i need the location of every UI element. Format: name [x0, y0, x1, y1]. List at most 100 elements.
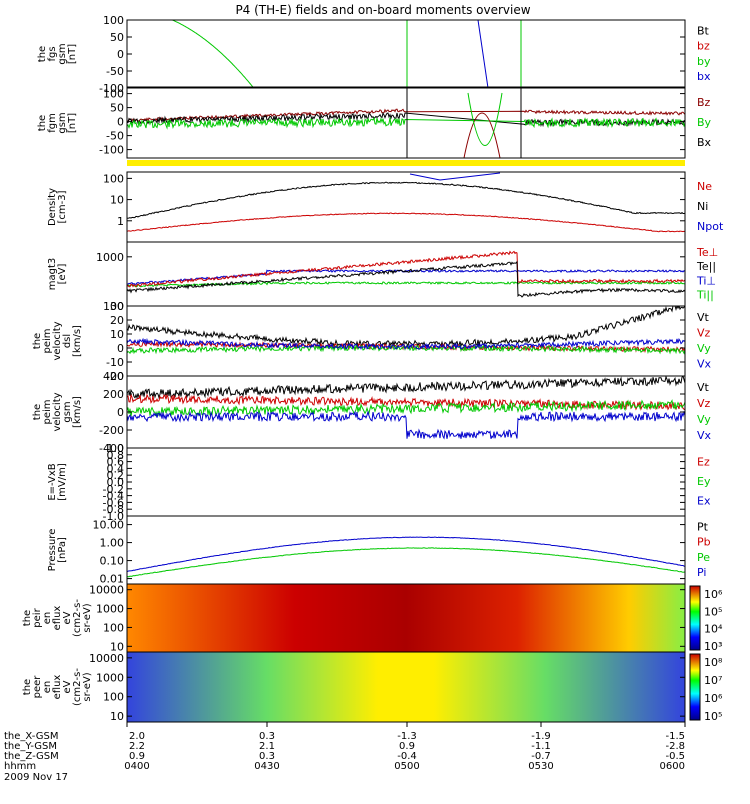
peir-colorbar-label: 10⁵: [704, 605, 722, 618]
fgs-legend-0: Bt: [697, 25, 710, 38]
fgs-plot-area: [127, 20, 685, 88]
peim-ylabel: peim: [42, 328, 53, 353]
orbit-row-value: 0430: [254, 761, 279, 772]
peim-vt-trace: [127, 306, 685, 348]
efield-ytick-label: 0.0: [107, 476, 125, 489]
pressure-ytick-label: 1.00: [100, 537, 125, 550]
pressure-ytick-label: 10.00: [93, 519, 125, 532]
temp-ti-perp-trace: [127, 269, 685, 285]
peim-legend-3: Vx: [697, 358, 712, 371]
orbit-row-value: -1.3: [397, 731, 417, 742]
orbit-row-value: 0.9: [129, 751, 145, 762]
fgm-bz-arc: [463, 112, 501, 158]
efield-ytick-label: 0.2: [107, 469, 125, 482]
fgm-ylabel: the: [37, 115, 48, 131]
fgm-ytick-label: 50: [110, 102, 124, 115]
fgs-ytick-label: -50: [106, 65, 124, 78]
fgm-legend-0: Bz: [697, 96, 711, 109]
density-ytick-label: 100: [103, 172, 124, 185]
orbit-row-value: 0.9: [399, 741, 415, 752]
density-ylabel: Density: [47, 188, 58, 226]
fgs-ytick-label: 0: [117, 48, 124, 61]
fgs-legend-3: bx: [697, 70, 711, 83]
orbit-row-value: 0.3: [259, 731, 275, 742]
peer-ylabel: the: [22, 679, 33, 695]
panel-peem: 400 200 0 -200 -400 the peim velocity gsm [km/s] V…: [32, 370, 712, 455]
peim-vy-trace: [127, 343, 685, 355]
efield-legend-1: Ey: [697, 475, 711, 488]
efield-ytick-label: 0.6: [107, 456, 125, 469]
panel-efield: 1.00.80.60.40.20.0-0.2-0.4-0.6-0.8-1.0 E=…: [47, 442, 711, 523]
pressure-ytick-label: 0.01: [100, 573, 125, 586]
peem-vx-trace: [127, 410, 685, 440]
peir-ylabel: peir: [32, 607, 43, 627]
temp-legend-1: Te||: [696, 260, 716, 273]
peer-ylabel: sr-eV): [82, 672, 93, 701]
peem-legend-3: Vx: [697, 429, 712, 442]
peer-ylabel: peer: [32, 675, 43, 699]
fgm-ytick-label: 100: [103, 88, 124, 101]
temp-legend-2: Ti⊥: [696, 274, 716, 287]
efield-ytick-label: 1.0: [107, 442, 125, 455]
orbit-row-value: -1.1: [531, 741, 551, 752]
peim-ytick-label: 10: [110, 328, 124, 341]
pressure-ylabel: Pressure: [47, 529, 58, 572]
peir-spectrogram: [127, 584, 685, 652]
orbit-row-label: the_X-GSM: [4, 731, 58, 742]
peim-ylabel: dsl: [62, 334, 73, 348]
peir-colorbar-label: 10³: [704, 640, 722, 653]
efield-ylabel: E=-VxB: [47, 463, 58, 500]
pressure-ylabel: [nPa]: [57, 537, 68, 563]
orbit-row-value: -0.7: [531, 751, 551, 762]
pressure-pe-trace: [127, 547, 685, 578]
temp-ylabel: magt3: [47, 258, 58, 291]
fgm-bz-trace: [127, 108, 685, 123]
fgm-by-trace: [127, 116, 685, 130]
density-npot-trace: [409, 172, 501, 181]
peir-ylabel: eV: [62, 611, 73, 624]
temp-ytick-label: 100: [103, 300, 124, 313]
fgs-ylabel: gsm: [57, 43, 68, 64]
mode-status-bar: [127, 160, 685, 166]
peir-ytick-label: 10000: [89, 584, 124, 597]
peir-colorbar: [689, 585, 701, 651]
peer-frame: [126, 651, 686, 723]
peem-plot-area: [127, 376, 685, 440]
peim-ytick-label: 0: [117, 342, 124, 355]
peir-colorbar-label: 10⁴: [704, 623, 723, 636]
orbit-row-label: the_Z-GSM: [4, 751, 59, 762]
efield-ytick-label: -0.2: [103, 483, 124, 496]
peir-ytick-label: 1000: [96, 603, 124, 616]
panel-temp: 1000 100 magt3 [eV] Te⊥Te||Ti⊥ Ti||: [47, 241, 718, 313]
pressure-plot-area: [127, 536, 685, 578]
density-ytick-label: 10: [110, 194, 124, 207]
fgs-ylabel: the: [37, 46, 48, 62]
temp-plot-area: [127, 250, 685, 298]
temp-te-par-trace: [127, 260, 685, 298]
peer-spectrogram: [127, 652, 685, 722]
peer-ylabel: eV: [62, 680, 73, 693]
panel-density: 100 10 1 Density [cm-3] Ne Ni Npot: [47, 171, 724, 243]
pressure-legend-1: Pb: [697, 536, 711, 549]
orbit-row-value: 0.3: [259, 751, 275, 762]
pressure-pi-trace: [127, 536, 685, 572]
panel-peer: 10000 1000 100 10 the peer en eflux eV (cm2-s-sr-…: [22, 651, 723, 723]
fgs-ylabel: fgs: [47, 46, 58, 61]
pressure-frame: [126, 515, 686, 585]
efield-ytick-label: 0.4: [107, 462, 125, 475]
fgm-frame: [126, 87, 686, 159]
peim-plot-area: [127, 306, 685, 355]
density-ylabel: [cm-3]: [57, 190, 68, 223]
orbit-row-value: 0600: [660, 761, 685, 772]
peer-ytick-label: 10: [110, 710, 124, 723]
density-plot-area: [127, 172, 685, 233]
peim-ylabel: [km/s]: [72, 325, 83, 357]
panel-fgs: 100 50 0 -50 -100 the fgs gsm [nT] Bt bz by bx: [37, 14, 711, 95]
fgm-by-arc: [467, 92, 503, 146]
fgm-ytick-label: 0: [117, 116, 124, 129]
pressure-legend-2: Pe: [697, 551, 710, 564]
peer-colorbar: [689, 653, 701, 721]
fgs-ytick-label: 50: [110, 31, 124, 44]
figure-title: P4 (TH-E) fields and on-board moments ov…: [235, 3, 530, 17]
